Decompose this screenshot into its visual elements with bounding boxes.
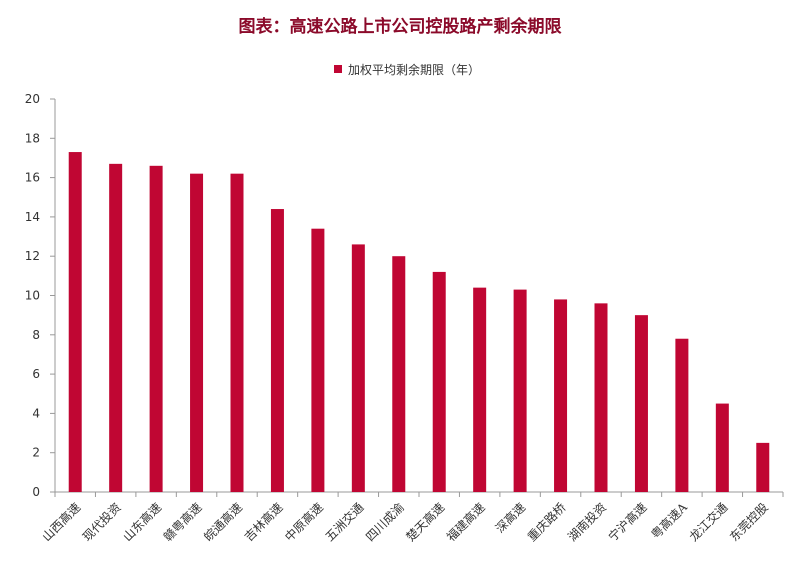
bar xyxy=(68,152,82,492)
bar xyxy=(675,338,689,492)
category-label: 吉林高速 xyxy=(241,500,286,545)
y-tick-label: 2 xyxy=(32,446,40,460)
y-tick-label: 10 xyxy=(25,289,40,303)
y-tick-label: 12 xyxy=(25,249,40,263)
category-label: 东莞控股 xyxy=(727,500,771,544)
category-label: 楚天高速 xyxy=(403,500,448,545)
y-tick-label: 16 xyxy=(25,171,40,185)
category-label: 现代投资 xyxy=(79,500,124,545)
y-tick-label: 8 xyxy=(32,328,40,342)
legend-swatch xyxy=(334,65,342,73)
bar xyxy=(432,271,446,492)
bar xyxy=(634,315,648,492)
y-tick-label: 4 xyxy=(32,406,40,420)
x-axis xyxy=(54,491,784,497)
category-label: 五洲交通 xyxy=(322,500,367,545)
bar xyxy=(311,228,325,492)
legend: 加权平均剩余期限（年） xyxy=(334,60,480,78)
bar xyxy=(149,165,163,492)
bars xyxy=(68,152,770,493)
category-label: 重庆路桥 xyxy=(524,500,569,545)
category-label: 山东高速 xyxy=(120,500,165,545)
legend-label: 加权平均剩余期限（年） xyxy=(348,62,481,77)
y-tick-label: 6 xyxy=(32,367,40,381)
y-tick-label: 20 xyxy=(25,92,40,106)
category-label: 山西高速 xyxy=(39,500,84,545)
bar xyxy=(473,287,487,492)
category-label: 宁沪高速 xyxy=(605,500,650,545)
category-label: 皖通高速 xyxy=(201,500,246,545)
y-tick-label: 0 xyxy=(32,485,40,499)
bar xyxy=(351,244,365,492)
category-label: 福建高速 xyxy=(443,500,488,545)
category-label: 湖南投资 xyxy=(565,500,610,545)
category-label: 赣粤高速 xyxy=(160,500,205,545)
category-label: 中原高速 xyxy=(281,500,326,545)
bar xyxy=(270,209,284,493)
category-label: 深高速 xyxy=(492,500,528,536)
bar xyxy=(190,173,204,493)
bar xyxy=(109,163,123,492)
bar xyxy=(715,403,729,492)
bar xyxy=(594,303,608,492)
y-axis: 0 2 4 6 8 10 12 14 16 18 20 xyxy=(25,92,56,499)
category-label: 粤高速A xyxy=(648,499,690,541)
bar xyxy=(554,299,568,492)
category-label: 龙江交通 xyxy=(686,500,731,545)
chart-title: 图表：高速公路上市公司控股路产剩余期限 xyxy=(238,17,562,37)
category-label: 四川成渝 xyxy=(362,500,407,545)
y-tick-label: 14 xyxy=(25,210,40,224)
bar xyxy=(230,173,244,493)
bar xyxy=(513,289,527,492)
bar xyxy=(756,442,770,492)
bar xyxy=(392,256,406,492)
y-tick-label: 18 xyxy=(25,131,40,145)
category-labels: 山西高速现代投资山东高速赣粤高速皖通高速吉林高速中原高速五洲交通四川成渝楚天高速… xyxy=(39,499,771,544)
